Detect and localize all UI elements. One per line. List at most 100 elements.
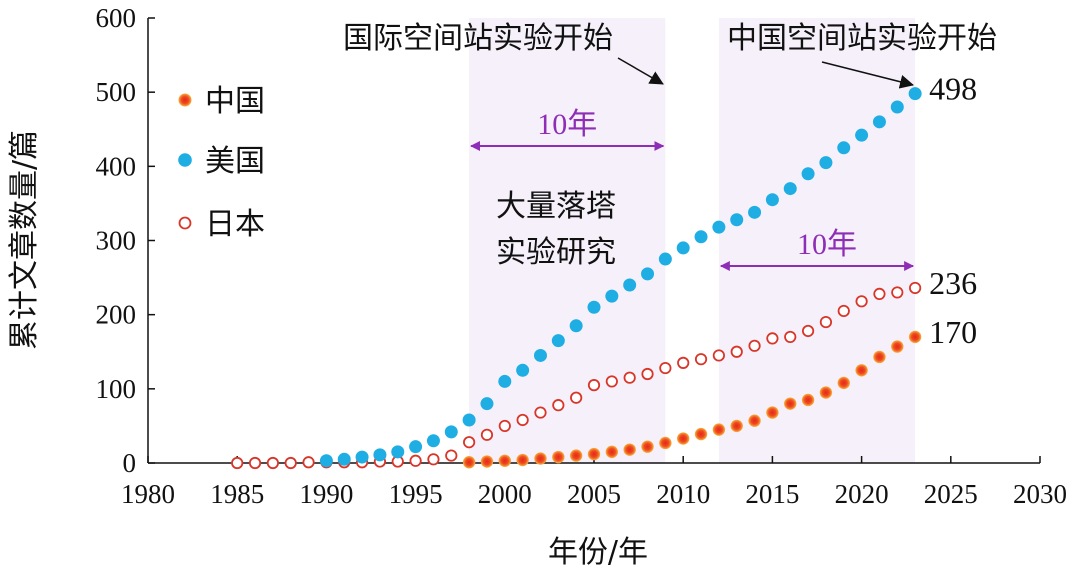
point-usa xyxy=(837,141,851,155)
point-japan xyxy=(427,453,440,466)
legend-marker-china xyxy=(178,93,192,107)
point-china xyxy=(855,364,868,377)
point-china xyxy=(784,397,797,410)
point-usa xyxy=(765,193,779,207)
y-tick-label: 300 xyxy=(96,226,137,256)
point-japan xyxy=(498,419,511,433)
point-japan xyxy=(534,406,547,419)
point-china xyxy=(873,350,886,364)
end-label-3: 170 xyxy=(929,314,977,350)
point-japan xyxy=(891,286,904,299)
point-japan xyxy=(552,399,565,412)
x-axis-title: 年份/年 xyxy=(548,535,648,570)
point-usa xyxy=(748,205,762,219)
point-japan xyxy=(248,456,262,470)
point-usa xyxy=(676,241,690,255)
x-tick-label: 2020 xyxy=(835,479,889,509)
end-label-1: 498 xyxy=(929,71,977,107)
point-japan xyxy=(570,391,583,404)
point-japan xyxy=(694,353,708,366)
point-usa xyxy=(551,334,565,348)
x-tick-label: 2005 xyxy=(567,479,621,509)
x-tick-label: 2025 xyxy=(924,479,978,509)
point-china xyxy=(462,456,476,469)
point-china xyxy=(712,423,726,436)
point-china xyxy=(766,406,779,419)
point-japan xyxy=(837,304,850,318)
x-tick-label: 1990 xyxy=(299,479,353,509)
point-japan xyxy=(516,413,529,427)
legend-label: 中国 xyxy=(205,84,265,119)
data-points xyxy=(231,87,922,470)
shaded-regions xyxy=(469,18,916,463)
point-japan xyxy=(266,456,279,470)
point-china xyxy=(819,386,833,399)
point-japan xyxy=(605,375,618,388)
point-japan xyxy=(784,330,797,344)
end-label-2: 236 xyxy=(929,265,977,301)
point-usa xyxy=(373,448,387,462)
point-japan xyxy=(855,295,868,308)
point-china xyxy=(534,452,547,465)
y-tick-label: 400 xyxy=(96,151,137,181)
point-china xyxy=(801,393,815,407)
point-japan xyxy=(284,456,297,470)
x-tick-label: 2030 xyxy=(1013,479,1067,509)
point-japan xyxy=(677,356,690,369)
y-tick-label: 600 xyxy=(96,3,137,33)
point-usa xyxy=(641,267,655,281)
point-usa xyxy=(498,374,512,388)
point-japan xyxy=(730,345,743,358)
annotation-drop-tower-line-2: 实验研究 xyxy=(496,235,616,270)
point-japan xyxy=(909,281,922,295)
x-tick-label: 2010 xyxy=(656,479,710,509)
span-label-2: 10年 xyxy=(797,228,857,261)
point-china xyxy=(891,340,904,353)
point-usa xyxy=(712,220,726,234)
point-usa xyxy=(569,319,583,333)
point-usa xyxy=(587,300,601,314)
axes: 0 100 200 300 400 500 600 1980 1985 1990 1995 2000 2… xyxy=(96,3,1068,509)
y-tick-label: 500 xyxy=(96,77,137,107)
point-china xyxy=(498,454,511,467)
x-tick-label: 1985 xyxy=(210,479,264,509)
point-usa xyxy=(605,289,619,303)
annotation-drop-tower-line-1: 大量落塔 xyxy=(496,189,616,224)
point-usa xyxy=(908,87,922,101)
point-usa xyxy=(426,434,440,448)
point-china xyxy=(641,440,654,453)
point-usa xyxy=(444,425,458,439)
point-usa xyxy=(337,452,351,466)
x-tick-label: 1995 xyxy=(389,479,443,509)
legend-marker-usa xyxy=(178,153,192,167)
point-usa xyxy=(391,445,405,459)
point-china xyxy=(659,436,672,450)
point-japan xyxy=(766,332,779,345)
point-usa xyxy=(623,278,637,292)
point-japan xyxy=(748,339,761,352)
point-japan xyxy=(641,367,654,381)
x-tick-label: 2000 xyxy=(478,479,532,509)
point-japan xyxy=(819,315,833,329)
point-japan xyxy=(659,361,672,375)
arrow-iss-start xyxy=(617,57,664,85)
annotation-css-start: 中国空间站实验开始 xyxy=(727,21,997,56)
arrow-css-start xyxy=(821,61,914,89)
point-japan xyxy=(801,324,815,338)
point-usa xyxy=(730,213,744,227)
x-tick-label: 2015 xyxy=(745,479,799,509)
point-china xyxy=(677,432,690,445)
point-japan xyxy=(480,428,494,441)
point-usa xyxy=(890,100,904,114)
y-tick-label: 0 xyxy=(123,448,137,478)
point-japan xyxy=(873,287,886,300)
point-japan xyxy=(587,379,601,392)
point-usa xyxy=(319,454,333,468)
point-china xyxy=(908,330,922,344)
shaded-region-1 xyxy=(469,18,666,463)
point-usa xyxy=(783,182,797,196)
point-japan xyxy=(445,449,458,462)
point-china xyxy=(605,445,619,459)
legend-label: 日本 xyxy=(205,207,265,242)
